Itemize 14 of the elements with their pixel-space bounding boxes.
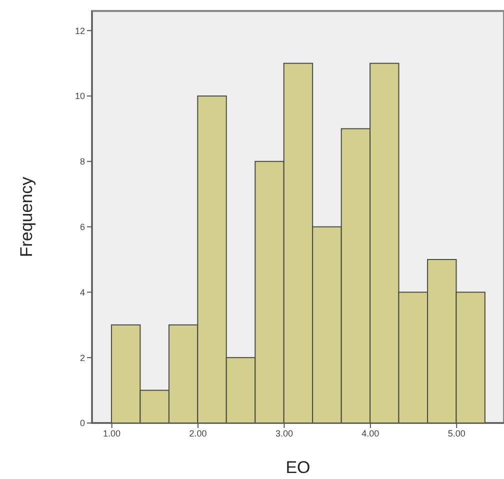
x-tick-label: 5.00 [448,428,466,438]
y-axis-title: Frequency [17,176,36,258]
y-tick-label: 10 [74,91,85,102]
y-tick-label: 0 [80,418,85,428]
y-tick-label: 6 [80,222,85,232]
x-tick-label: 4.00 [362,428,380,438]
x-tick-label: 2.00 [189,428,207,438]
y-tick-label: 12 [74,26,85,36]
y-tick-label: 8 [80,156,85,167]
x-tick-label: 3.00 [275,428,293,438]
y-tick-label: 2 [80,352,85,363]
x-axis-title: EO [286,458,310,477]
y-tick-label: 4 [80,287,85,298]
x-tick-label: 1.00 [103,428,121,438]
